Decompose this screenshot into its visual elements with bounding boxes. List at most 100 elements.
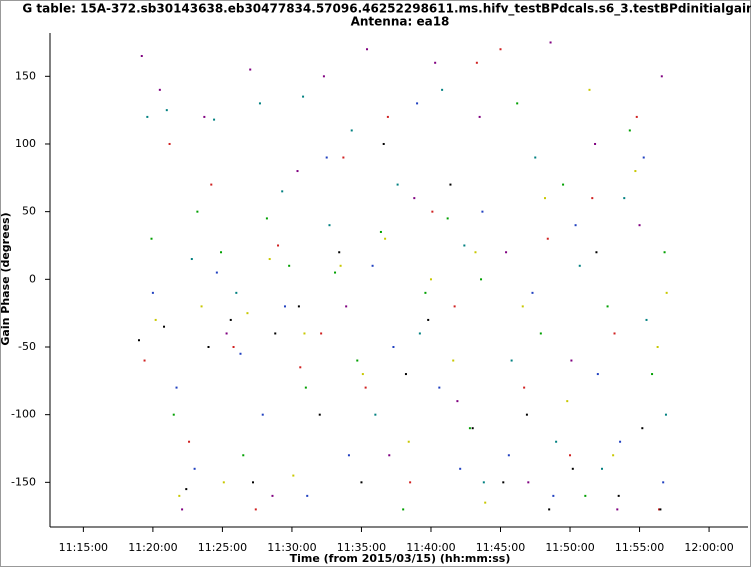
point <box>663 251 666 254</box>
point <box>258 102 261 105</box>
point <box>499 48 502 51</box>
point <box>481 210 484 213</box>
y-tick-label: 100 <box>15 137 36 150</box>
point <box>207 345 210 348</box>
point <box>339 264 342 267</box>
point <box>516 102 519 105</box>
point <box>146 115 149 118</box>
point <box>347 454 350 457</box>
point <box>297 305 300 308</box>
point <box>371 264 374 267</box>
point <box>463 244 466 247</box>
point <box>484 501 487 504</box>
point <box>239 352 242 355</box>
point <box>232 345 235 348</box>
point <box>424 291 427 294</box>
point <box>416 102 419 105</box>
point <box>163 325 166 328</box>
point <box>438 386 441 389</box>
point <box>578 264 581 267</box>
point <box>606 305 609 308</box>
x-tick-label: 11:55:00 <box>615 541 664 554</box>
point <box>158 88 161 91</box>
point <box>571 467 574 470</box>
chart-title: G table: 15A-372.sb30143638.eb30477834.5… <box>22 2 751 17</box>
point <box>613 332 616 335</box>
x-tick-label: 11:35:00 <box>337 541 386 554</box>
point <box>449 183 452 186</box>
point <box>268 258 271 261</box>
point <box>396 183 399 186</box>
point <box>246 312 249 315</box>
point <box>601 467 604 470</box>
point <box>596 373 599 376</box>
point <box>302 95 305 98</box>
point <box>254 508 257 511</box>
point <box>665 291 668 294</box>
point <box>619 440 622 443</box>
point <box>225 332 228 335</box>
point <box>658 508 661 511</box>
point <box>418 332 421 335</box>
point <box>549 41 552 44</box>
point <box>413 197 416 200</box>
point <box>252 481 255 484</box>
point <box>664 413 667 416</box>
point <box>546 237 549 240</box>
point <box>456 400 459 403</box>
point <box>386 115 389 118</box>
point <box>539 332 542 335</box>
point <box>274 332 277 335</box>
point <box>190 258 193 261</box>
point <box>525 413 528 416</box>
point <box>235 291 238 294</box>
point <box>283 305 286 308</box>
point <box>150 237 153 240</box>
point <box>143 359 146 362</box>
point <box>429 278 432 281</box>
point <box>510 359 513 362</box>
point <box>635 115 638 118</box>
point <box>480 278 483 281</box>
point <box>345 305 348 308</box>
x-tick-label: 12:00:00 <box>684 541 733 554</box>
point <box>595 251 598 254</box>
point <box>151 291 154 294</box>
point <box>521 305 524 308</box>
point <box>446 217 449 220</box>
point <box>342 156 345 159</box>
point <box>356 359 359 362</box>
point <box>474 251 477 254</box>
x-axis-label: Time (from 2015/03/15) (hh:mm:ss) <box>290 552 511 565</box>
point <box>392 345 395 348</box>
point <box>531 291 534 294</box>
point <box>562 183 565 186</box>
point <box>175 386 178 389</box>
x-tick-label: 11:20:00 <box>128 541 177 554</box>
point <box>203 115 206 118</box>
point <box>555 440 558 443</box>
point <box>338 251 341 254</box>
point <box>220 251 223 254</box>
point <box>662 481 665 484</box>
point <box>660 75 663 78</box>
point <box>634 170 637 173</box>
point <box>178 494 181 497</box>
point <box>468 427 471 430</box>
x-tick-label: 11:30:00 <box>267 541 316 554</box>
point <box>404 373 407 376</box>
point <box>366 48 369 51</box>
point <box>505 251 508 254</box>
point <box>188 440 191 443</box>
point <box>334 271 337 274</box>
point <box>591 197 594 200</box>
point <box>570 359 573 362</box>
point <box>360 481 363 484</box>
point <box>181 508 184 511</box>
point <box>616 508 619 511</box>
point <box>303 332 306 335</box>
point <box>434 61 437 64</box>
